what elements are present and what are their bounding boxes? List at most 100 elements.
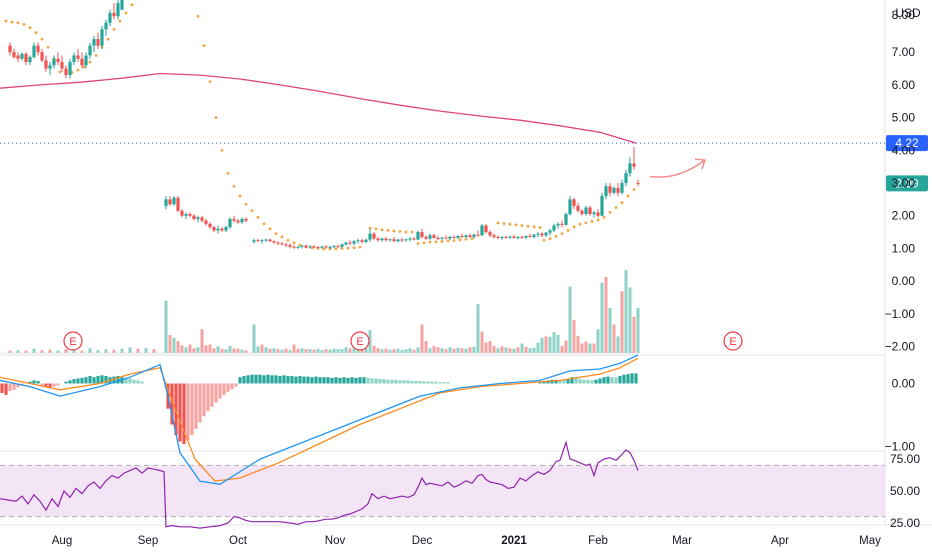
candle-body[interactable] — [612, 187, 616, 193]
candle-body[interactable] — [304, 245, 308, 248]
candlesticks[interactable] — [8, 0, 640, 250]
candle-body[interactable] — [404, 239, 408, 241]
candle-body[interactable] — [432, 235, 436, 238]
candle-body[interactable] — [76, 55, 80, 59]
candle-body[interactable] — [228, 218, 232, 228]
candle-body[interactable] — [504, 236, 508, 238]
candle-body[interactable] — [380, 238, 384, 241]
candle-body[interactable] — [452, 236, 456, 238]
candle-body[interactable] — [448, 236, 452, 239]
candle-body[interactable] — [84, 55, 88, 66]
candle-body[interactable] — [260, 240, 264, 242]
candle-body[interactable] — [408, 238, 412, 240]
candle-body[interactable] — [472, 234, 476, 237]
candle-body[interactable] — [584, 207, 588, 215]
candle-body[interactable] — [308, 246, 312, 248]
candle-body[interactable] — [232, 218, 236, 221]
candle-body[interactable] — [392, 239, 396, 242]
candle-body[interactable] — [348, 242, 352, 244]
candle-body[interactable] — [88, 45, 92, 56]
candle-body[interactable] — [52, 58, 56, 66]
candle-body[interactable] — [492, 235, 496, 237]
candle-body[interactable] — [576, 205, 580, 211]
candle-body[interactable] — [364, 239, 368, 242]
candle-body[interactable] — [336, 246, 340, 248]
candle-body[interactable] — [460, 235, 464, 237]
candle-body[interactable] — [104, 22, 108, 30]
candle-body[interactable] — [24, 53, 28, 63]
candle-body[interactable] — [108, 12, 112, 23]
candle-body[interactable] — [224, 227, 228, 231]
candle-body[interactable] — [596, 212, 600, 216]
candle-body[interactable] — [516, 236, 520, 238]
candle-body[interactable] — [172, 197, 176, 205]
candle-body[interactable] — [400, 239, 404, 241]
candle-body[interactable] — [604, 186, 608, 197]
candle-body[interactable] — [12, 52, 16, 58]
candle-body[interactable] — [164, 199, 168, 206]
candle-body[interactable] — [536, 233, 540, 235]
candle-body[interactable] — [60, 62, 64, 69]
candle-body[interactable] — [620, 183, 624, 193]
candle-body[interactable] — [564, 214, 568, 225]
candle-body[interactable] — [284, 244, 288, 246]
candle-body[interactable] — [240, 218, 244, 223]
earnings-marker[interactable] — [723, 331, 743, 351]
candle-body[interactable] — [28, 57, 32, 63]
candle-body[interactable] — [608, 186, 612, 193]
candle-body[interactable] — [532, 234, 536, 237]
candle-body[interactable] — [592, 212, 596, 215]
candle-body[interactable] — [80, 58, 84, 66]
candle-body[interactable] — [316, 247, 320, 249]
candle-body[interactable] — [420, 232, 424, 237]
candle-body[interactable] — [396, 239, 400, 242]
candle-body[interactable] — [324, 246, 328, 248]
candle-body[interactable] — [272, 241, 276, 243]
candle-body[interactable] — [544, 232, 548, 236]
candle-body[interactable] — [292, 246, 296, 248]
candle-body[interactable] — [440, 237, 444, 239]
price-axis[interactable]: USD 7.00 6.00 5.00 4.00 3.00 2.00 1.00 0.00 −1.00… — [885, 6, 921, 530]
candle-body[interactable] — [560, 223, 564, 225]
candle-body[interactable] — [624, 173, 628, 183]
candle-body[interactable] — [48, 65, 52, 69]
candle-body[interactable] — [436, 237, 440, 239]
candle-body[interactable] — [428, 235, 432, 239]
candle-body[interactable] — [200, 217, 204, 221]
candle-body[interactable] — [320, 246, 324, 248]
candle-body[interactable] — [632, 163, 636, 167]
candle-body[interactable] — [8, 45, 12, 53]
candle-body[interactable] — [580, 210, 584, 215]
candle-body[interactable] — [488, 232, 492, 236]
candle-body[interactable] — [628, 163, 632, 174]
candle-body[interactable] — [416, 232, 420, 240]
candle-body[interactable] — [116, 3, 120, 17]
candle-body[interactable] — [120, 0, 124, 10]
candle-body[interactable] — [176, 197, 180, 211]
candle-body[interactable] — [528, 235, 532, 237]
candle-body[interactable] — [268, 239, 272, 242]
candle-body[interactable] — [468, 235, 472, 237]
candle-body[interactable] — [356, 240, 360, 242]
candle-body[interactable] — [496, 236, 500, 238]
candle-body[interactable] — [568, 199, 572, 215]
candle-body[interactable] — [524, 235, 528, 238]
candle-body[interactable] — [444, 237, 448, 239]
candle-body[interactable] — [588, 207, 592, 215]
candle-body[interactable] — [68, 62, 72, 76]
candle-body[interactable] — [208, 223, 212, 228]
candle-body[interactable] — [636, 183, 640, 184]
candle-body[interactable] — [16, 55, 20, 59]
candle-body[interactable] — [100, 29, 104, 46]
candle-body[interactable] — [32, 45, 36, 58]
candle-body[interactable] — [216, 228, 220, 231]
candle-body[interactable] — [344, 242, 348, 245]
candle-body[interactable] — [616, 187, 620, 193]
candle-body[interactable] — [220, 228, 224, 231]
candle-body[interactable] — [340, 244, 344, 247]
candle-body[interactable] — [360, 240, 364, 242]
candle-body[interactable] — [64, 68, 68, 76]
candle-body[interactable] — [40, 52, 44, 61]
